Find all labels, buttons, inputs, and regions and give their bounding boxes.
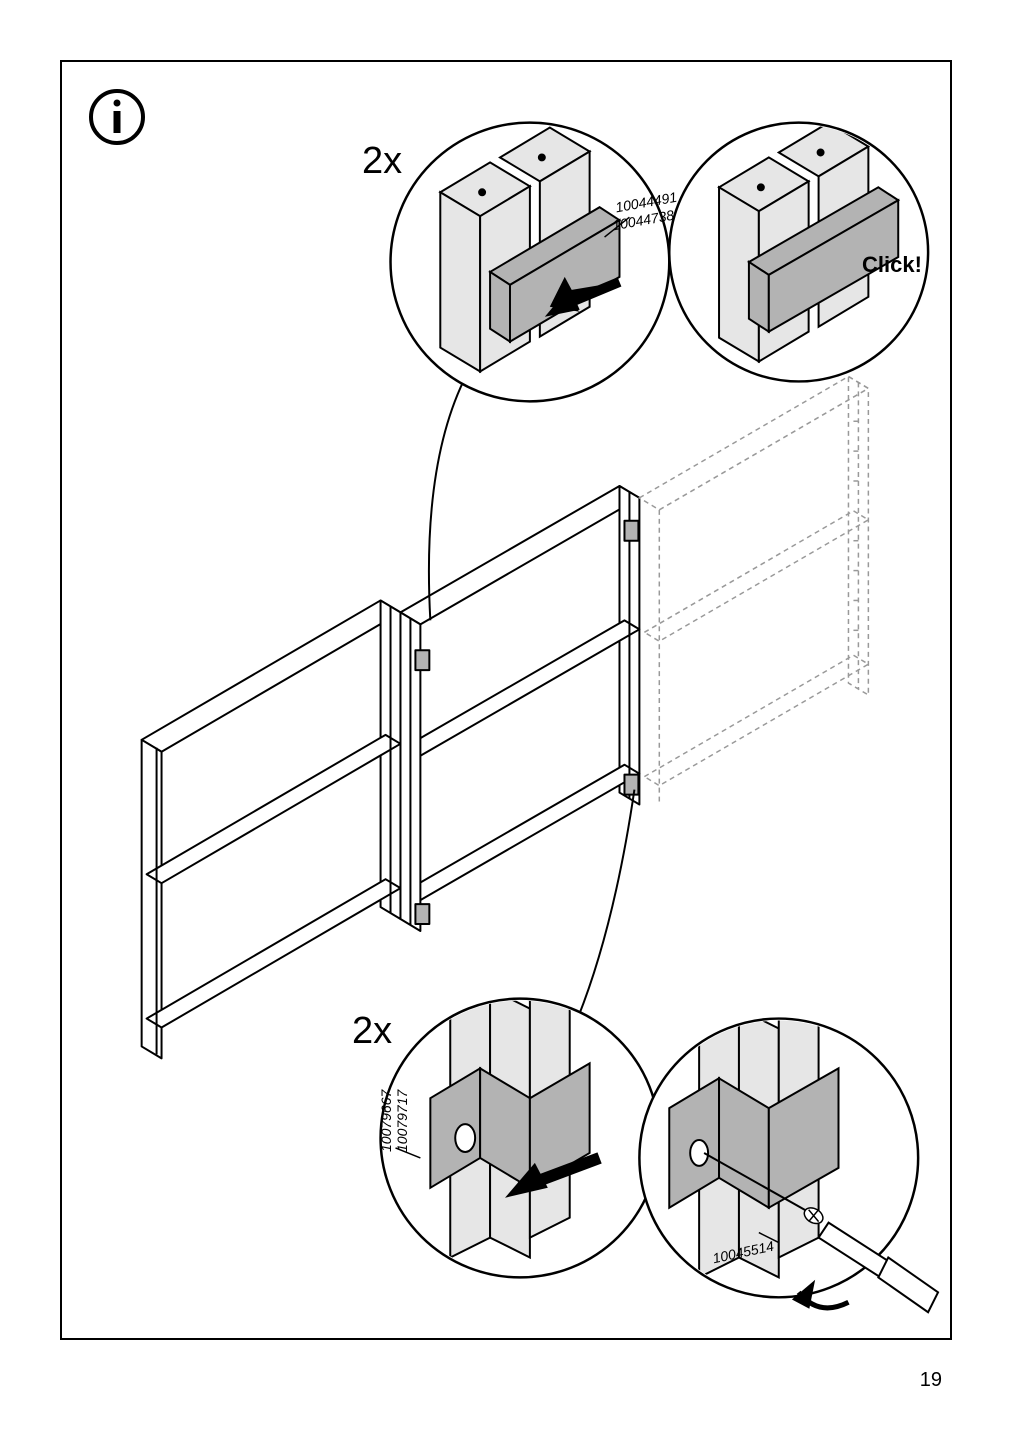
top-detail-group — [391, 123, 929, 402]
bottom-partnum-2: 10079717 — [394, 1090, 410, 1152]
bottom-partnum-1: 10079667 — [378, 1090, 394, 1152]
ghost-extension-unit — [639, 376, 868, 804]
bottom-detail-group — [381, 969, 938, 1312]
assembly-diagram — [62, 62, 950, 1338]
click-label: Click! — [862, 252, 922, 278]
top-quantity-label: 2x — [362, 140, 402, 183]
main-shelf-unit — [142, 486, 640, 1058]
instruction-page: 2x 2x Click! 10044491 10044738 10079667 … — [60, 60, 952, 1340]
page-number: 19 — [920, 1369, 942, 1392]
bottom-quantity-label: 2x — [352, 1010, 392, 1053]
